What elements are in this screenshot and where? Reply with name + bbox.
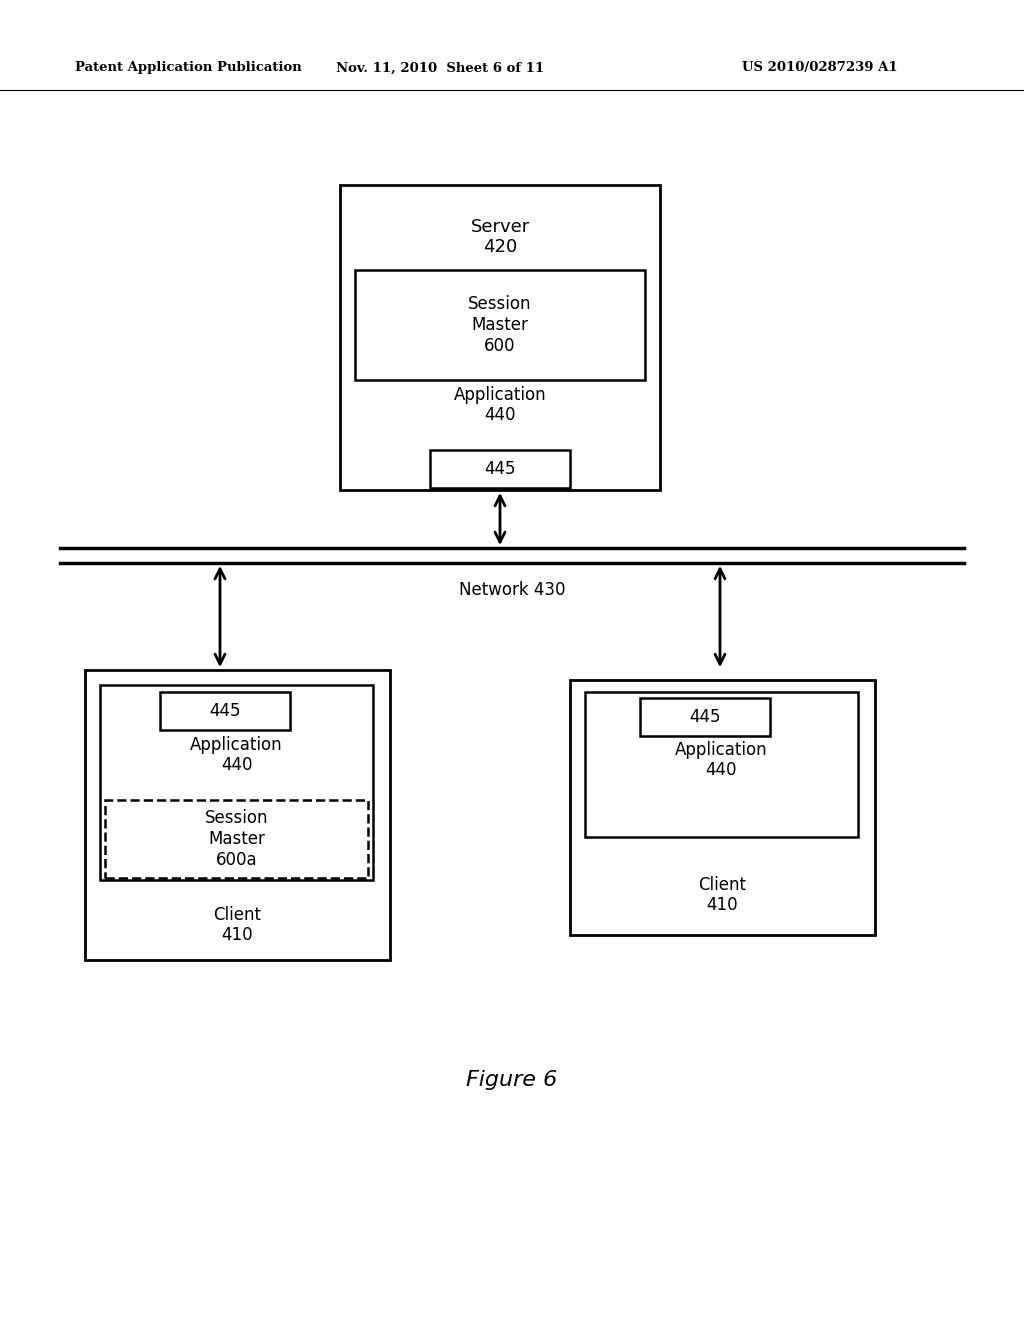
Text: Server
420: Server 420 (470, 218, 529, 256)
Text: 445: 445 (689, 708, 721, 726)
Bar (430, 450, 570, 488)
Text: Figure 6: Figure 6 (466, 1071, 558, 1090)
Bar (85, 671, 390, 960)
Text: Patent Application Publication: Patent Application Publication (75, 62, 302, 74)
Text: 445: 445 (209, 702, 241, 719)
Bar (585, 692, 858, 837)
Text: Application
440: Application 440 (190, 735, 283, 775)
Bar (160, 692, 290, 730)
Text: Nov. 11, 2010  Sheet 6 of 11: Nov. 11, 2010 Sheet 6 of 11 (336, 62, 544, 74)
Text: Application
440: Application 440 (675, 741, 768, 779)
Text: US 2010/0287239 A1: US 2010/0287239 A1 (742, 62, 898, 74)
Text: Session
Master
600: Session Master 600 (468, 296, 531, 355)
Bar (105, 800, 368, 878)
Bar (340, 185, 660, 490)
Bar (570, 680, 874, 935)
Bar (100, 685, 373, 880)
Text: Session
Master
600a: Session Master 600a (205, 809, 268, 869)
Text: 445: 445 (484, 459, 516, 478)
Bar (355, 271, 645, 380)
Text: Client
410: Client 410 (213, 906, 261, 944)
Text: Network 430: Network 430 (459, 581, 565, 599)
Text: Client
410: Client 410 (698, 875, 746, 915)
Bar (640, 698, 770, 737)
Text: Application
440: Application 440 (454, 385, 547, 425)
